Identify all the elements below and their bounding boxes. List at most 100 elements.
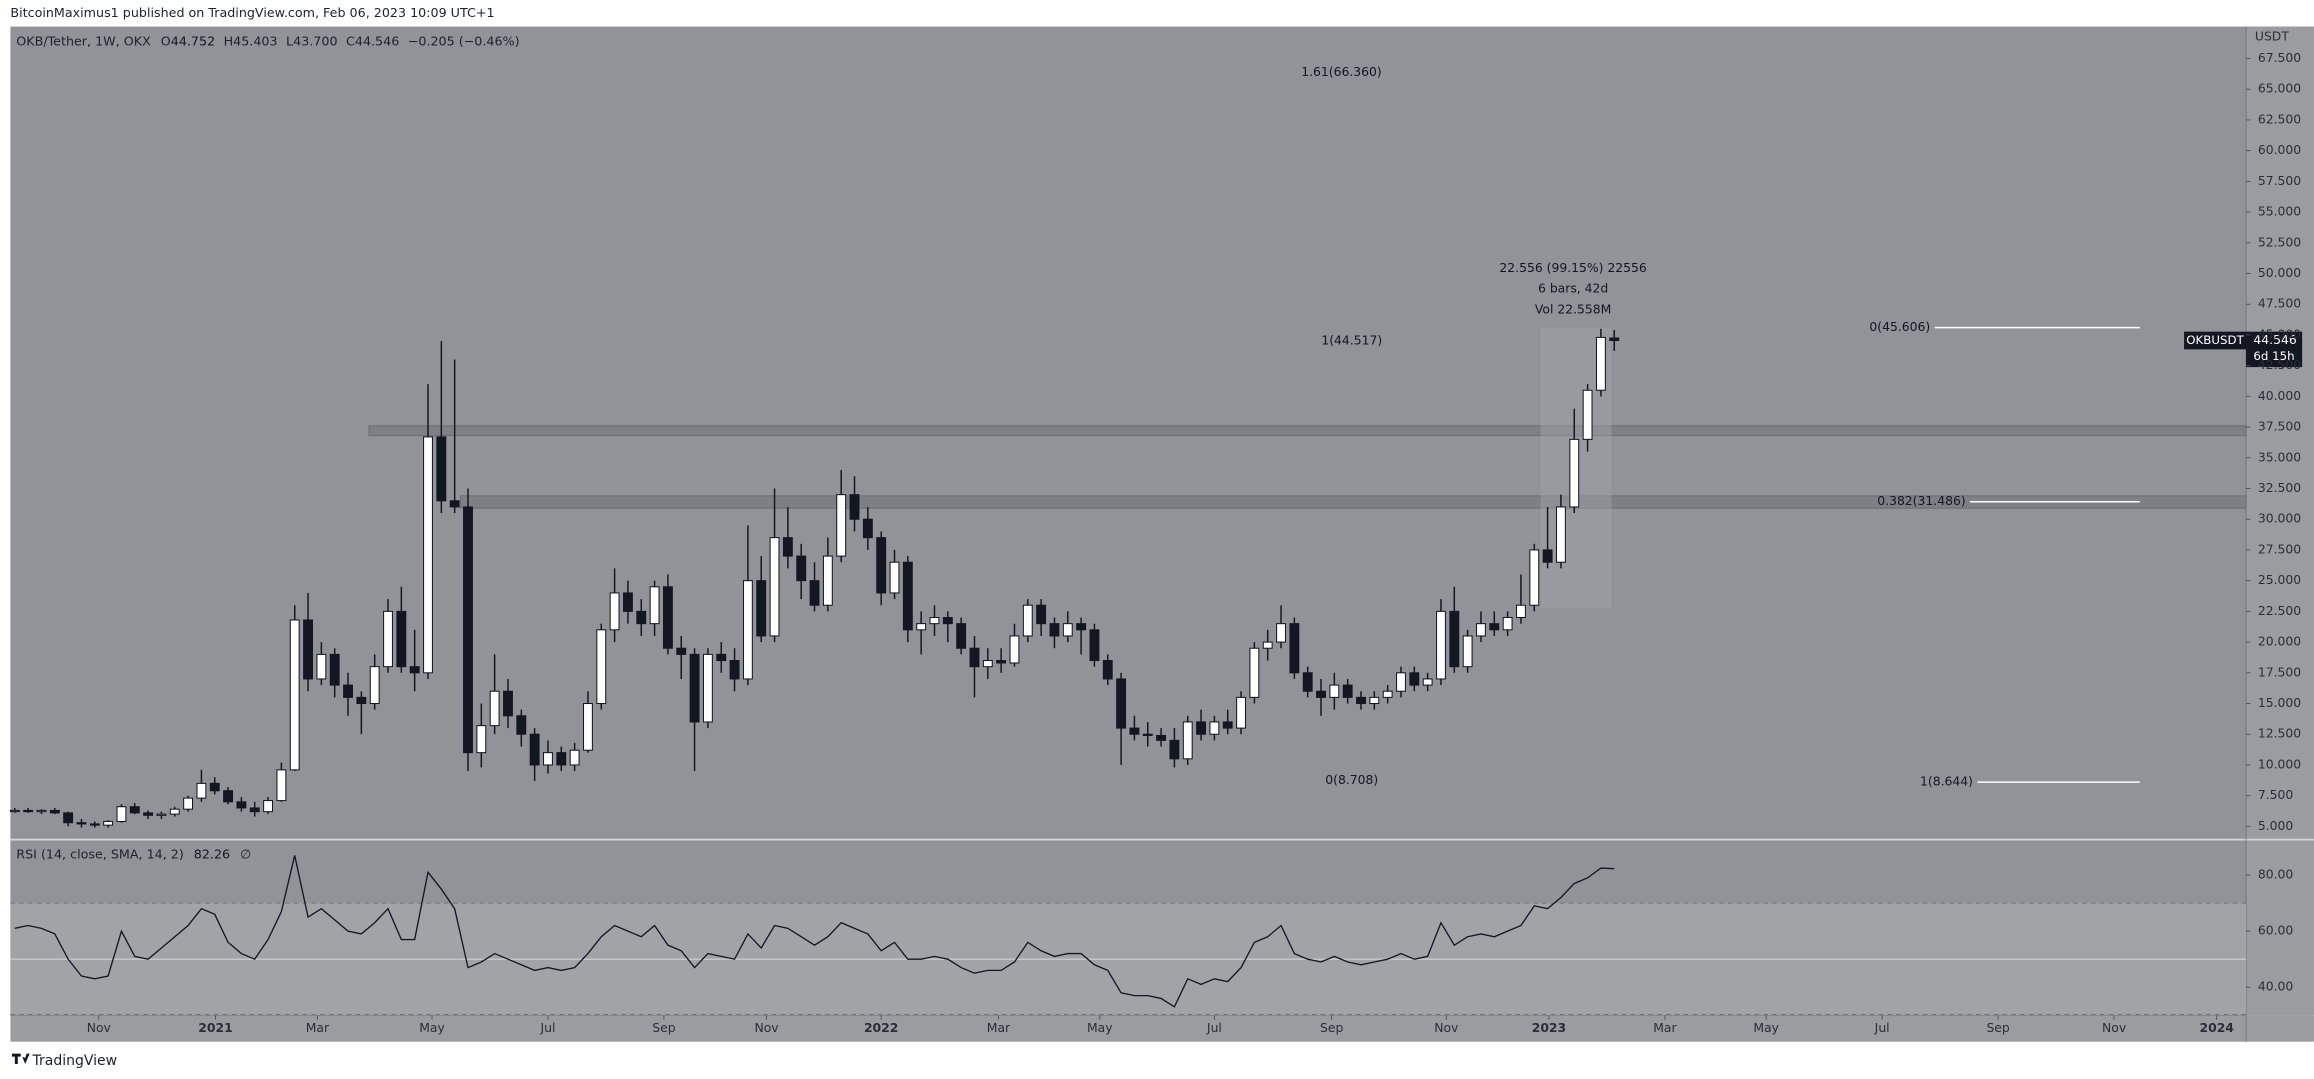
candle-body bbox=[1449, 610, 1460, 668]
rsi-y-tick-label: 60.00 bbox=[2258, 923, 2294, 938]
candle-body bbox=[849, 494, 860, 520]
candle-body bbox=[223, 790, 234, 803]
candle-body bbox=[1142, 733, 1153, 736]
candle-body bbox=[636, 610, 647, 625]
candle-body bbox=[103, 820, 114, 826]
candle-body bbox=[1502, 617, 1513, 631]
y-tick-label: 35.000 bbox=[2258, 449, 2301, 464]
candle-body bbox=[1236, 696, 1246, 729]
candle-body bbox=[436, 436, 447, 502]
annotation: 6 bars, 42d bbox=[1538, 281, 1608, 296]
time-axis-background bbox=[10, 1015, 2314, 1042]
candle-body bbox=[249, 807, 260, 813]
y-tick-label: 30.000 bbox=[2258, 511, 2301, 526]
candle-body bbox=[1369, 696, 1380, 705]
y-tick-label: 67.500 bbox=[2258, 50, 2301, 65]
candle-body bbox=[1529, 549, 1540, 606]
price-axis-background bbox=[2246, 26, 2314, 1016]
candle-body bbox=[143, 812, 154, 816]
candle-body bbox=[343, 684, 353, 698]
candle-body bbox=[916, 623, 927, 631]
rsi-band-layer bbox=[10, 902, 2247, 1016]
x-tick-label: 2024 bbox=[2199, 1020, 2234, 1035]
candle-body bbox=[236, 801, 247, 809]
candle-body bbox=[862, 518, 873, 539]
candle-body bbox=[822, 555, 833, 606]
legend: OKB/Tether, 1W, OKX O44.752 H45.403 L43.… bbox=[16, 33, 519, 48]
x-tick-label: Nov bbox=[2102, 1020, 2126, 1035]
candle-body bbox=[782, 537, 793, 557]
header: BitcoinMaximus1 published on TradingView… bbox=[10, 5, 494, 20]
candle-body bbox=[1169, 739, 1180, 760]
candle-body bbox=[809, 580, 820, 606]
candle-body bbox=[116, 806, 127, 822]
y-tick-label: 20.000 bbox=[2258, 634, 2301, 649]
y-tick-label: 50.000 bbox=[2258, 265, 2301, 280]
candle-body bbox=[529, 733, 540, 766]
candle-body bbox=[276, 769, 287, 802]
y-tick-label: 17.500 bbox=[2258, 664, 2301, 679]
candle-body bbox=[329, 653, 340, 686]
candle-body bbox=[36, 809, 47, 813]
candle-body bbox=[49, 809, 60, 814]
footer: TradingView bbox=[32, 1053, 118, 1069]
candle-body bbox=[196, 782, 207, 799]
price-tag-countdown: 6d 15h bbox=[2253, 349, 2294, 363]
candle-body bbox=[476, 725, 487, 754]
candle-body bbox=[1022, 604, 1033, 637]
candle-body bbox=[956, 623, 967, 649]
candle-body bbox=[596, 629, 607, 705]
candle-body bbox=[622, 592, 633, 612]
footer-background bbox=[0, 1041, 2314, 1079]
y-tick-label: 60.000 bbox=[2258, 142, 2301, 157]
candle-body bbox=[942, 617, 953, 625]
candle-body bbox=[1076, 623, 1087, 631]
candle-body bbox=[1209, 721, 1220, 735]
y-tick-label: 15.000 bbox=[2258, 695, 2301, 710]
candle-body bbox=[1382, 690, 1393, 698]
candle-body bbox=[836, 494, 847, 557]
x-tick-label: Jul bbox=[539, 1020, 555, 1035]
candle-body bbox=[1302, 672, 1313, 692]
x-tick-label: Mar bbox=[987, 1020, 1011, 1035]
candle-body bbox=[303, 619, 313, 680]
candle-body bbox=[316, 653, 327, 680]
candle-body bbox=[729, 660, 740, 680]
y-tick-label: 22.500 bbox=[2258, 603, 2301, 618]
x-tick-label: May bbox=[1753, 1020, 1779, 1035]
y-tick-label: 55.000 bbox=[2258, 204, 2301, 219]
candle-body bbox=[1222, 721, 1233, 729]
candle-body bbox=[889, 561, 900, 594]
candle-body bbox=[1409, 672, 1420, 686]
candle-body bbox=[396, 610, 407, 668]
candle-body bbox=[356, 696, 367, 705]
candle-body bbox=[516, 715, 527, 735]
candle-body bbox=[1316, 690, 1326, 698]
candle-body bbox=[263, 800, 274, 813]
logo bbox=[11, 1053, 30, 1064]
annotation: 1(44.517) bbox=[1321, 332, 1382, 347]
candle-body bbox=[23, 809, 34, 813]
candle-body bbox=[169, 808, 180, 815]
candle-body bbox=[503, 690, 513, 717]
candle-body bbox=[796, 555, 807, 582]
candle-body bbox=[982, 660, 993, 668]
y-tick-label: 52.500 bbox=[2258, 234, 2301, 249]
candle-body bbox=[569, 749, 580, 766]
rsi-y-tick-label: 40.00 bbox=[2258, 979, 2294, 994]
x-tick-label: May bbox=[419, 1020, 445, 1035]
y-tick-label: 25.000 bbox=[2258, 572, 2301, 587]
annotation: 22.556 (99.15%) 22556 bbox=[1499, 260, 1647, 275]
price-tag-price: 44.546 bbox=[2253, 332, 2296, 347]
candle-body bbox=[1262, 641, 1273, 649]
candle-body bbox=[463, 506, 473, 754]
y-tick-label: 57.500 bbox=[2258, 173, 2301, 188]
ohlc-value: 44.752 bbox=[171, 33, 215, 48]
ohlc-label: C bbox=[346, 33, 355, 48]
candle-body bbox=[996, 660, 1007, 664]
candle-body bbox=[543, 752, 553, 766]
candle-body bbox=[1542, 549, 1553, 563]
candle-body bbox=[676, 647, 687, 655]
candle-body bbox=[1422, 678, 1433, 686]
annotation: Vol 22.558M bbox=[1535, 301, 1611, 316]
